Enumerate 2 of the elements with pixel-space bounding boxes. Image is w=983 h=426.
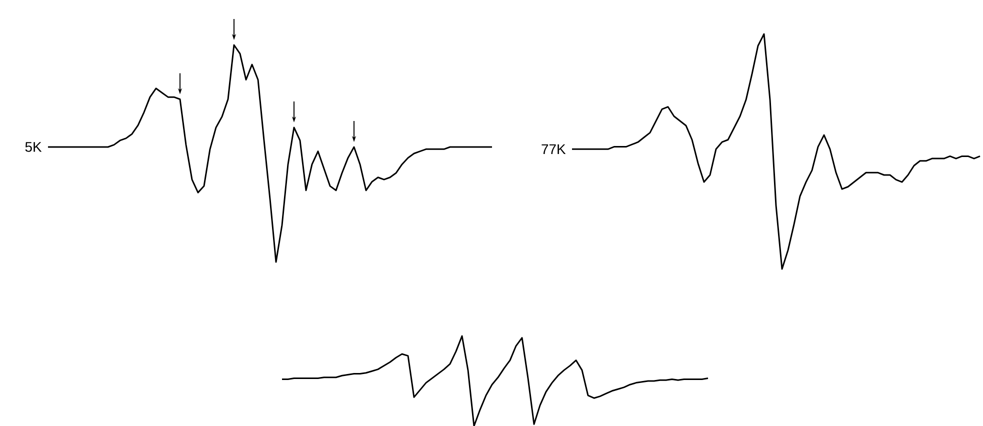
series-label: 77K	[542, 144, 566, 154]
series-label: 5K	[25, 142, 42, 152]
